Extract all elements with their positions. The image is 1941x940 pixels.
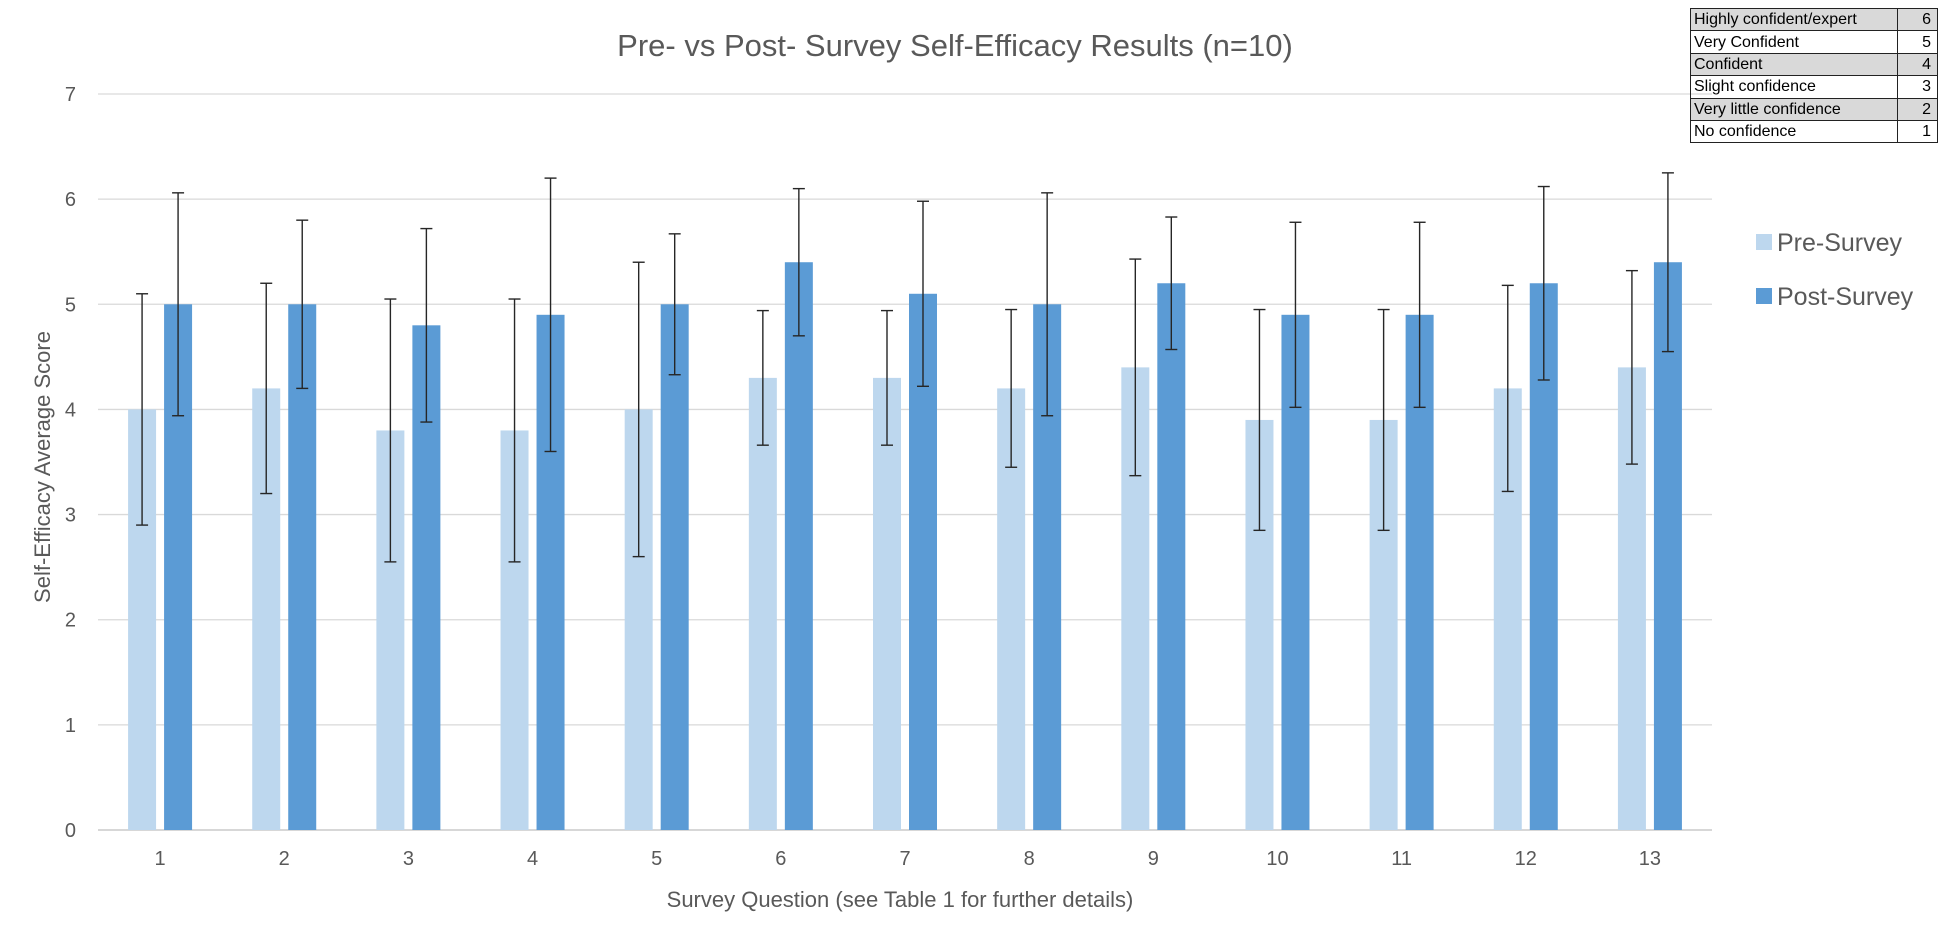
y-tick-label: 3: [65, 505, 76, 527]
error-bar: [260, 282, 273, 495]
scale-row: Very little confidence 2: [1690, 97, 1938, 121]
error-bar: [172, 192, 185, 417]
error-bar: [1377, 308, 1390, 532]
scale-row: Slight confidence 3: [1690, 75, 1938, 99]
legend-swatch-pre: [1756, 234, 1772, 250]
x-tick-label: 1: [155, 848, 166, 870]
error-bar: [1005, 308, 1018, 468]
post-survey-bar: [784, 262, 813, 830]
error-bar: [420, 227, 433, 423]
error-bar: [917, 200, 929, 387]
x-axis-ticks: 1 2 3 4 5 6 7 8 9 10 11 12 13: [155, 848, 1662, 870]
error-bar: [1661, 172, 1674, 353]
error-bar: [1289, 221, 1302, 409]
error-bar: [1165, 216, 1178, 351]
scale-value: 5: [1897, 30, 1938, 54]
chart-title: Pre- vs Post- Survey Self-Efficacy Resul…: [617, 28, 1293, 63]
scale-row: No confidence 1: [1690, 119, 1938, 144]
x-tick-label: 10: [1266, 848, 1288, 870]
scale-label: Very little confidence: [1690, 97, 1898, 121]
scale-value: 3: [1897, 75, 1938, 99]
x-tick-label: 2: [279, 848, 290, 870]
y-tick-label: 6: [65, 189, 76, 211]
error-bar: [296, 219, 309, 390]
gridlines: [98, 93, 1712, 831]
scale-label: Very Confident: [1690, 30, 1898, 54]
error-bar: [384, 298, 397, 563]
x-tick-label: 13: [1639, 848, 1661, 870]
post-survey-bar: [1157, 283, 1186, 830]
error-bar: [1041, 192, 1054, 417]
x-tick-label: 5: [651, 848, 662, 870]
x-tick-label: 4: [527, 848, 538, 870]
error-bars: [136, 172, 1674, 563]
error-bar: [1253, 308, 1266, 532]
post-survey-bar: [288, 304, 317, 830]
error-bar: [136, 293, 149, 526]
legend-swatch-post: [1756, 288, 1772, 304]
error-bar: [668, 233, 681, 376]
error-bar: [508, 298, 521, 563]
error-bar: [632, 261, 645, 558]
y-tick-label: 2: [65, 610, 76, 632]
y-tick-label: 4: [65, 399, 76, 421]
y-tick-label: 1: [65, 715, 76, 737]
y-tick-label: 5: [65, 294, 76, 316]
error-bar: [792, 187, 805, 337]
post-survey-bar: [1653, 262, 1682, 830]
error-bar: [756, 309, 769, 446]
scale-row: Confident 4: [1690, 52, 1938, 77]
scale-label: No confidence: [1690, 119, 1898, 144]
error-bar: [1625, 269, 1638, 465]
x-tick-label: 7: [899, 848, 910, 870]
scale-value: 2: [1897, 97, 1938, 121]
scale-row: Highly confident/expert 6: [1690, 7, 1938, 32]
confidence-scale-table: Highly confident/expert 6 Very Confident…: [1690, 7, 1938, 144]
pre-survey-bar: [748, 377, 777, 830]
error-bar: [1537, 185, 1550, 381]
x-tick-label: 3: [403, 848, 414, 870]
x-tick-label: 6: [775, 848, 786, 870]
scale-label: Slight confidence: [1690, 75, 1898, 99]
legend-label-post: Post-Survey: [1777, 283, 1914, 311]
error-bar: [1129, 258, 1142, 477]
legend-label-pre: Pre-Survey: [1777, 229, 1903, 257]
error-bar: [544, 177, 557, 453]
y-tick-label: 0: [65, 820, 76, 842]
y-axis-ticks: 0 1 2 3 4 5 6 7: [65, 84, 76, 842]
legend: Pre-Survey Post-Survey: [1756, 229, 1914, 311]
scale-label: Confident: [1690, 52, 1898, 77]
x-tick-label: 11: [1391, 848, 1412, 870]
pre-survey-bar: [873, 377, 901, 830]
y-tick-label: 7: [65, 84, 76, 106]
error-bar: [1413, 221, 1426, 409]
x-tick-label: 12: [1515, 848, 1537, 870]
scale-value: 6: [1897, 7, 1938, 32]
error-bar: [881, 309, 893, 446]
x-axis-title: Survey Question (see Table 1 for further…: [667, 887, 1134, 912]
error-bar: [1501, 284, 1514, 493]
post-survey-bar: [660, 304, 689, 830]
scale-row: Very Confident 5: [1690, 30, 1938, 54]
scale-value: 1: [1897, 119, 1938, 144]
y-axis-title: Self-Efficacy Average Score: [30, 331, 55, 603]
x-tick-label: 8: [1024, 848, 1035, 870]
bars: [128, 262, 1682, 830]
x-tick-label: 9: [1148, 848, 1159, 870]
scale-value: 4: [1897, 52, 1938, 77]
scale-label: Highly confident/expert: [1690, 7, 1898, 32]
